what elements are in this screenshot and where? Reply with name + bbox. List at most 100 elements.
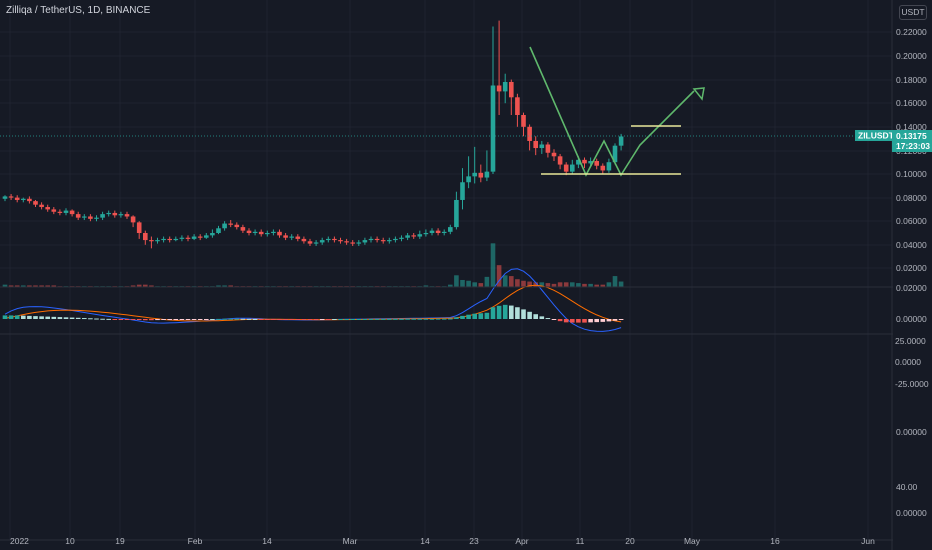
candle-body <box>258 231 264 235</box>
candle-body <box>155 240 160 242</box>
volume-bar <box>527 281 532 287</box>
candle-body <box>204 235 209 238</box>
volume-bar <box>466 280 471 287</box>
macd-histogram-bar <box>185 319 191 320</box>
candle-body <box>39 204 44 208</box>
oscillator-tick-label: 0.0000 <box>895 357 921 367</box>
macd-histogram-bar <box>234 318 240 320</box>
candle-body <box>350 242 355 244</box>
time-tick-label: 2022 <box>10 536 29 546</box>
macd-histogram-bar <box>411 318 416 320</box>
volume-bar <box>472 282 477 287</box>
time-tick-label: Jun <box>861 536 875 546</box>
volume-bar <box>557 282 563 287</box>
candle-body <box>69 210 75 215</box>
currency-unit-button[interactable]: USDT <box>899 5 927 20</box>
macd-histogram-bar <box>69 317 75 319</box>
macd-histogram-bar <box>429 318 435 320</box>
oscillator-tick-label: 25.0000 <box>895 336 926 346</box>
time-tick-label: 20 <box>625 536 635 546</box>
candle-body <box>484 171 490 178</box>
macd-histogram-bar <box>106 318 111 320</box>
candle-body <box>557 156 563 165</box>
candle-body <box>612 145 618 163</box>
time-tick-label: 11 <box>576 536 585 546</box>
candle-body <box>582 159 587 164</box>
macd-histogram-bar <box>124 319 130 320</box>
candle-body <box>124 214 130 217</box>
price-badge-countdown: 17:23:03 <box>896 141 930 151</box>
volume-bar <box>27 285 32 287</box>
volume-bar <box>539 282 545 287</box>
price-tick-label: 0.22000 <box>896 27 927 37</box>
macd-histogram-bar <box>271 319 276 320</box>
candle-body <box>57 211 63 213</box>
volume-bar <box>594 284 599 287</box>
macd-histogram-bar <box>515 307 520 319</box>
time-axis[interactable]: 2022 10 19 Feb 14 Mar 14 23 Apr 11 20 May 16 Jun <box>10 536 875 546</box>
macd-histogram-bar <box>600 319 606 322</box>
candle-body <box>228 223 233 225</box>
macd-histogram-bar <box>405 318 410 320</box>
macd-histogram-bar <box>283 319 288 320</box>
candle-body <box>460 182 465 200</box>
macd-histogram-bar <box>374 318 380 320</box>
macd-histogram-bar <box>533 314 538 319</box>
candle-body <box>618 136 624 146</box>
macd-histogram-bar <box>45 316 50 319</box>
candle-body <box>448 227 453 232</box>
macd-histogram-bar <box>423 318 429 320</box>
macd-histogram-bar <box>368 318 374 320</box>
candle-body <box>313 242 319 244</box>
macd-histogram-bar <box>265 319 270 320</box>
macd-histogram-bar <box>478 313 484 319</box>
macd-histogram-bar <box>100 318 105 320</box>
macd-histogram-bar <box>319 319 325 320</box>
candle-body <box>423 233 429 235</box>
candle-body <box>2 196 8 199</box>
volume-bar <box>509 276 514 287</box>
candle-body <box>362 240 368 243</box>
candle-body <box>252 231 258 233</box>
lower-pane-tick-label: 0.00000 <box>896 427 927 437</box>
time-tick-label: 14 <box>262 536 272 546</box>
price-tick-label: 0.10000 <box>896 169 927 179</box>
candle-body <box>246 230 252 233</box>
volume-bar <box>521 280 526 287</box>
candle-body <box>75 214 81 218</box>
volume-bar <box>478 283 484 287</box>
volume-bar <box>533 282 538 287</box>
candle-body <box>533 140 538 149</box>
macd-histogram-bar <box>417 318 423 320</box>
time-tick-label: Mar <box>343 536 358 546</box>
volume-bars <box>2 243 624 287</box>
volume-bar <box>45 285 50 287</box>
macd-histogram-bar <box>502 304 508 319</box>
volume-bar <box>484 276 490 287</box>
candle-body <box>27 198 32 202</box>
candle-body <box>332 238 337 241</box>
macd-histogram-bar <box>130 319 136 320</box>
macd-histogram-bar <box>240 318 246 320</box>
volume-bar <box>8 285 14 287</box>
price-axis[interactable]: 0.220000.200000.180000.160000.140000.120… <box>893 0 932 550</box>
candle-body <box>594 161 599 166</box>
candle-body <box>405 235 410 238</box>
candle-body <box>454 199 459 228</box>
macd-histogram-bar <box>2 315 8 319</box>
candle-body <box>319 240 325 243</box>
candle-body <box>576 159 581 165</box>
candle-body <box>100 214 105 218</box>
time-tick-label: 14 <box>420 536 430 546</box>
volume-bar <box>551 283 557 287</box>
candle-body <box>393 238 398 241</box>
candle-body <box>197 236 203 238</box>
candle-body <box>216 228 221 233</box>
volume-bar <box>515 279 520 287</box>
time-tick-label: 23 <box>469 536 479 546</box>
macd-histogram-bar <box>466 314 471 319</box>
volume-bar <box>600 284 606 287</box>
macd-histogram-bar <box>155 319 160 321</box>
macd-histogram-bar <box>545 318 551 320</box>
